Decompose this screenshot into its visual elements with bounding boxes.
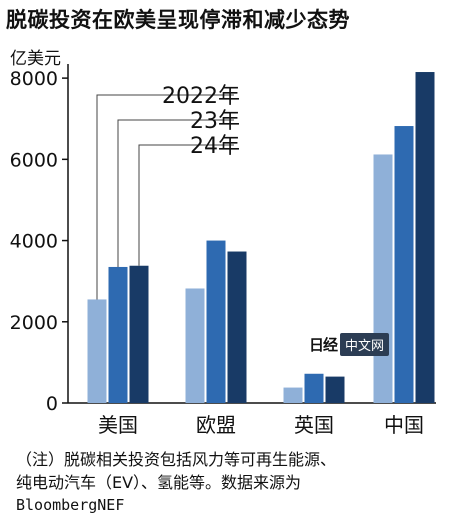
chart-title: 脱碳投资在欧美呈现停滞和减少态势 (6, 8, 350, 32)
y-tick-label-8000: 8000 (10, 68, 58, 90)
footnote: （注）脱碳相关投资包括风力等可再生能源、 纯电动汽车（EV）、氢能等。数据来源为… (16, 448, 446, 517)
bar-1-3 (129, 265, 149, 403)
bar-3-1 (283, 387, 303, 403)
legend-label-2: 23年 (190, 109, 240, 134)
y-tick-label-0: 0 (46, 393, 58, 415)
bar-2-1 (185, 288, 205, 403)
legend-label-1: 2022年 (162, 84, 240, 109)
bar-3-2 (304, 373, 324, 403)
bar-1-2 (108, 266, 128, 403)
category-label-2: 欧盟 (196, 413, 236, 437)
bar-2-3 (227, 251, 247, 403)
category-label-4: 中国 (384, 413, 424, 437)
y-tick-label-4000: 4000 (10, 231, 58, 253)
bar-4-1 (373, 154, 393, 403)
footnote-line-1: （注）脱碳相关投资包括风力等可再生能源、 (16, 450, 337, 469)
footnote-line-2: 纯电动汽车（EV）、氢能等。数据来源为 (16, 473, 302, 492)
bar-4-3 (415, 72, 435, 403)
legend-leader-1 (96, 94, 234, 300)
legend-leader-3 (138, 144, 234, 266)
category-label-1: 美国 (98, 413, 138, 437)
y-axis-unit: 亿美元 (10, 49, 61, 69)
nikkei-mark: 日经 (309, 335, 338, 354)
bar-4-2 (394, 126, 414, 403)
bar-1-1 (87, 299, 107, 403)
watermark-logo: 日经 中文网 (306, 332, 390, 356)
legend-label-3: 24年 (190, 134, 240, 159)
y-tick-label-6000: 6000 (10, 149, 58, 171)
y-tick-label-2000: 2000 (10, 312, 58, 334)
legend-leader-2 (117, 119, 234, 267)
category-label-3: 英国 (294, 413, 334, 437)
bar-3-3 (325, 376, 345, 403)
footnote-source: BloombergNEF (16, 496, 125, 514)
watermark-text: 中文网 (340, 332, 390, 356)
bar-2-2 (206, 240, 226, 403)
